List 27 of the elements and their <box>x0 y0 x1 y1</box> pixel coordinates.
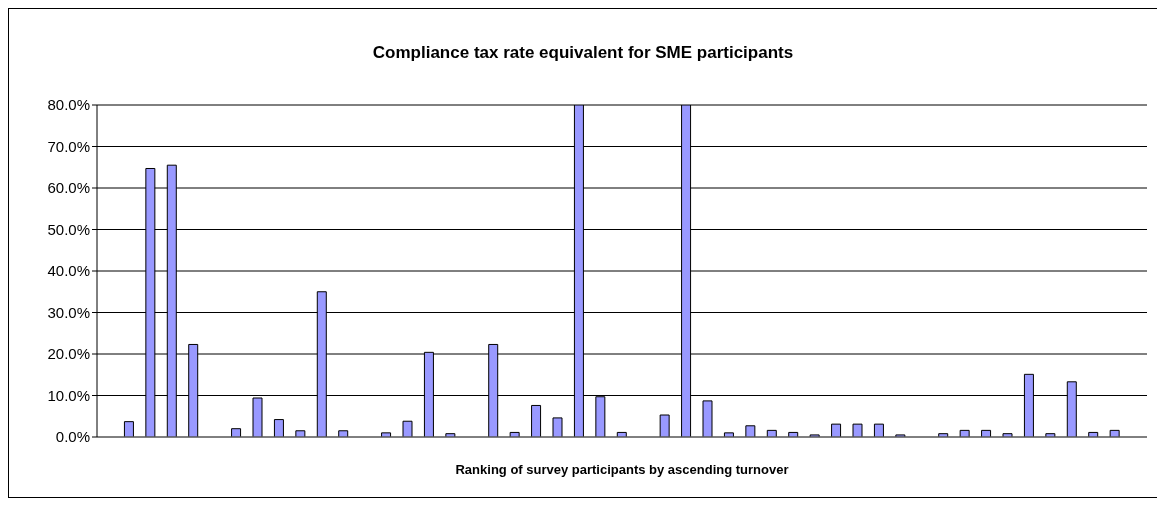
bar <box>959 429 970 437</box>
bar <box>659 414 670 437</box>
bar <box>231 428 242 437</box>
y-tick-label: 20.0% <box>47 345 90 363</box>
bar <box>123 421 134 437</box>
bar <box>745 425 756 437</box>
bar <box>702 400 713 437</box>
y-tick-label: 40.0% <box>47 262 90 280</box>
y-tick-label: 70.0% <box>47 137 90 155</box>
bar <box>531 404 542 437</box>
bar <box>831 423 842 437</box>
bar <box>873 423 884 437</box>
bar <box>852 423 863 437</box>
bar <box>295 430 306 437</box>
x-axis-title: Ranking of survey participants by ascending turnover <box>455 462 789 478</box>
bar <box>402 420 413 437</box>
chart-title: Compliance tax rate equivalent for SME participants <box>371 43 795 63</box>
y-tick-label: 10.0% <box>47 386 90 404</box>
y-tick-label: 0.0% <box>55 428 90 446</box>
y-tick-label: 50.0% <box>47 220 90 238</box>
bar <box>1109 429 1120 437</box>
bar <box>552 417 563 437</box>
y-tick-label: 30.0% <box>47 303 90 321</box>
bar <box>273 419 284 437</box>
y-tick-label: 80.0% <box>47 96 90 114</box>
bar <box>338 430 349 437</box>
y-tick-label: 60.0% <box>47 179 90 197</box>
